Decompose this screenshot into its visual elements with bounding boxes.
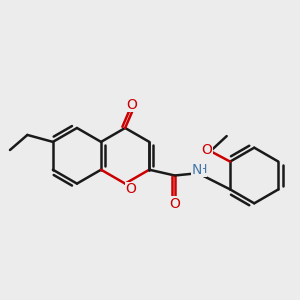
Text: O: O <box>125 182 136 197</box>
Text: O: O <box>169 197 180 211</box>
Text: H: H <box>197 163 207 176</box>
Text: N: N <box>192 163 202 177</box>
Text: O: O <box>202 143 212 157</box>
Text: O: O <box>127 98 137 112</box>
